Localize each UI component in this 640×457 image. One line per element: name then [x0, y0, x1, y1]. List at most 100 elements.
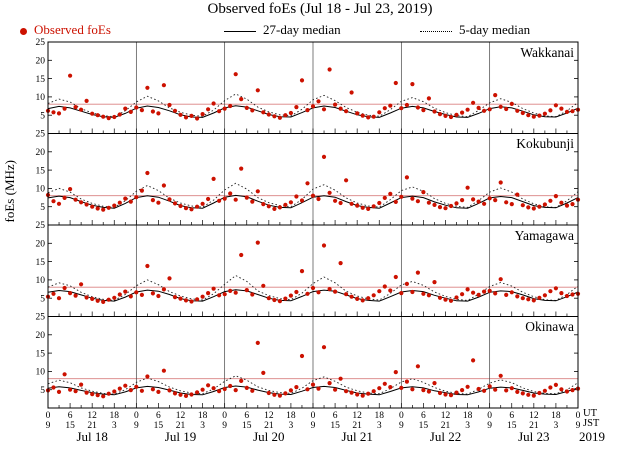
observed-point — [62, 285, 67, 291]
observed-point — [250, 292, 255, 297]
observed-point — [228, 288, 233, 293]
observed-point — [101, 114, 106, 119]
x-tick-label-ut: 6 — [244, 411, 249, 421]
observed-point — [206, 291, 211, 296]
y-tick-label: 15 — [36, 166, 46, 176]
observed-point — [79, 282, 84, 287]
observed-point — [266, 204, 271, 209]
observed-point — [465, 384, 470, 389]
observed-point — [134, 384, 139, 389]
observed-point — [233, 290, 238, 295]
solid-line-icon — [224, 30, 256, 32]
observed-point — [145, 170, 150, 176]
day-label: Jul 20 — [253, 429, 285, 444]
observed-point — [167, 197, 172, 202]
observed-point — [84, 390, 89, 395]
year-label: 2019 — [579, 429, 605, 444]
observed-point — [211, 176, 216, 181]
x-tick-label-ut: 18 — [551, 411, 561, 421]
observed-point — [371, 293, 376, 298]
observed-point — [531, 114, 536, 119]
observed-point — [349, 390, 354, 395]
observed-point — [56, 296, 62, 301]
x-tick-label-ut: 18 — [375, 411, 385, 421]
y-tick-label: 25 — [36, 313, 46, 323]
observed-point — [156, 293, 161, 299]
observed-point — [244, 288, 249, 293]
x-tick-label-jst: 21 — [176, 421, 186, 431]
observed-point — [145, 263, 150, 269]
observed-point — [509, 101, 514, 106]
observed-point — [95, 298, 100, 303]
observed-point — [415, 105, 420, 110]
observed-point — [504, 106, 509, 112]
observed-point — [377, 289, 382, 294]
observed-point — [437, 390, 443, 396]
observed-point — [338, 106, 343, 111]
station-label-okinawa: Okinawa — [525, 319, 574, 334]
observed-point — [487, 107, 492, 112]
observed-point — [327, 67, 332, 72]
observed-point — [399, 106, 404, 111]
observed-point — [200, 294, 205, 299]
x-tick-label-jst: 15 — [242, 421, 252, 431]
x-tick-label-jst: 3 — [377, 421, 382, 431]
x-tick-label-ut: 12 — [352, 411, 362, 421]
observed-point — [73, 389, 78, 394]
observed-point — [123, 196, 128, 201]
observed-point — [559, 387, 564, 392]
observed-point — [454, 390, 459, 395]
observed-point — [222, 196, 227, 201]
observed-point — [68, 187, 73, 192]
observed-point — [432, 202, 437, 207]
observed-dot-icon — [20, 27, 27, 35]
x-tick-label-jst: 15 — [330, 421, 340, 431]
observed-point — [277, 115, 282, 120]
observed-point — [509, 386, 514, 391]
observed-point — [437, 112, 443, 117]
observed-point — [537, 390, 542, 396]
observed-point — [493, 198, 498, 203]
observed-point — [537, 113, 542, 118]
legend-27day-label: 27-day median — [263, 22, 341, 37]
median5-line — [47, 375, 579, 395]
observed-point — [426, 96, 431, 101]
observed-point — [134, 195, 139, 200]
observed-point — [288, 200, 293, 205]
x-tick-label-jst: 3 — [465, 421, 470, 431]
observed-point — [399, 291, 404, 296]
observed-point — [382, 284, 387, 289]
observed-point — [471, 100, 476, 105]
x-tick-label-jst: 21 — [87, 421, 97, 431]
observed-point — [344, 178, 349, 183]
observed-point — [106, 391, 111, 396]
observed-point — [321, 107, 327, 112]
observed-point — [382, 106, 387, 111]
observed-point — [531, 393, 536, 398]
observed-point — [250, 199, 255, 204]
observed-point — [294, 289, 299, 295]
x-tick-label-ut: 0 — [46, 411, 51, 421]
observed-point — [277, 299, 282, 304]
x-tick-label-ut: 0 — [134, 411, 139, 421]
x-tick-label-ut: 12 — [264, 411, 274, 421]
observed-point — [128, 109, 133, 114]
observed-point — [553, 103, 559, 108]
x-tick-label-jst: 9 — [46, 421, 51, 431]
observed-point — [421, 108, 426, 113]
observed-point — [377, 386, 382, 391]
observed-point — [217, 198, 222, 203]
y-tick-label: 10 — [36, 185, 46, 195]
x-tick-label-ut: 0 — [222, 411, 227, 421]
observed-point — [211, 286, 216, 291]
y-tick-label: 10 — [36, 93, 46, 103]
observed-point — [520, 296, 525, 301]
observed-point — [515, 108, 520, 113]
observed-point — [222, 292, 227, 297]
observed-point — [128, 388, 133, 393]
observed-point — [338, 261, 343, 266]
observed-point — [426, 389, 431, 394]
observed-point — [360, 393, 365, 398]
observed-point — [327, 287, 332, 292]
